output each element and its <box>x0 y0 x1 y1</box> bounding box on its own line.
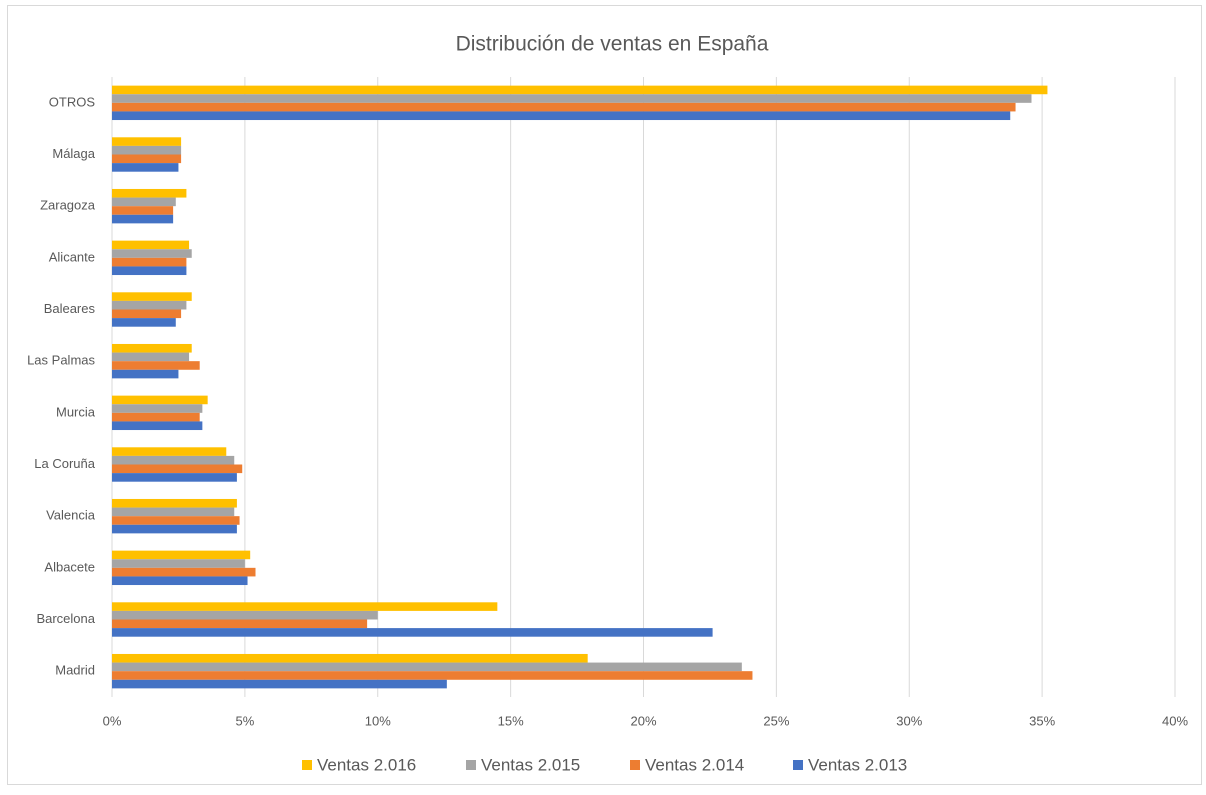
y-tick-label: Alicante <box>49 249 95 264</box>
bar <box>112 369 179 379</box>
bar <box>112 94 1032 103</box>
bar <box>112 154 182 164</box>
x-tick-label: 25% <box>763 713 789 728</box>
bar <box>112 610 378 620</box>
bar <box>112 628 713 637</box>
bar <box>112 352 190 362</box>
bar <box>112 412 200 422</box>
y-tick-label: Baleares <box>44 301 96 316</box>
bar <box>112 395 208 405</box>
x-tick-label: 15% <box>498 713 524 728</box>
legend-swatch <box>302 760 312 770</box>
legend-label: Ventas 2.016 <box>317 755 416 774</box>
y-tick-label: Albacete <box>44 559 95 574</box>
bar <box>112 671 753 680</box>
legend-label: Ventas 2.013 <box>808 755 907 774</box>
legend-swatch <box>466 760 476 770</box>
y-tick-label: Murcia <box>56 404 96 419</box>
y-tick-label: Zaragoza <box>40 198 96 213</box>
bar <box>112 163 179 172</box>
bar <box>112 653 588 663</box>
y-tick-label: Barcelona <box>36 611 95 626</box>
bar <box>112 559 245 568</box>
y-tick-label: Madrid <box>55 663 95 678</box>
legend-label: Ventas 2.015 <box>481 755 580 774</box>
bar <box>112 343 192 353</box>
bar <box>112 145 182 155</box>
y-tick-label: Valencia <box>46 508 96 523</box>
bar <box>112 137 182 146</box>
x-tick-label: 40% <box>1162 713 1188 728</box>
bar <box>112 206 174 215</box>
bar <box>112 300 187 310</box>
bar <box>112 249 192 258</box>
y-tick-label: La Coruña <box>34 456 95 471</box>
legend-label: Ventas 2.014 <box>645 755 744 774</box>
bar <box>112 473 237 482</box>
bar <box>112 421 203 431</box>
bar <box>112 309 182 319</box>
bar <box>112 266 187 276</box>
bar <box>112 197 176 207</box>
bar <box>112 679 447 689</box>
bar <box>112 662 742 672</box>
y-tick-label: Málaga <box>52 146 95 161</box>
bar <box>112 550 251 560</box>
legend-swatch <box>630 760 640 770</box>
bar <box>112 516 240 525</box>
bar <box>112 111 1011 121</box>
legend-swatch <box>793 760 803 770</box>
bar <box>112 85 1048 95</box>
bar <box>112 292 192 301</box>
bar <box>112 214 174 224</box>
bar <box>112 188 187 198</box>
x-tick-label: 10% <box>365 713 391 728</box>
x-tick-label: 20% <box>630 713 656 728</box>
bar <box>112 257 187 267</box>
bar <box>112 102 1016 112</box>
bar <box>112 455 235 465</box>
x-tick-label: 0% <box>103 713 122 728</box>
bar <box>112 240 190 250</box>
bar <box>112 361 200 370</box>
bar <box>112 464 243 474</box>
bar <box>112 507 235 517</box>
bar <box>112 447 227 456</box>
x-tick-label: 35% <box>1029 713 1055 728</box>
bar <box>112 602 498 611</box>
chart-title: Distribución de ventas en España <box>456 33 769 56</box>
bar <box>112 576 248 586</box>
bar <box>112 619 368 629</box>
y-tick-label: Las Palmas <box>27 353 95 368</box>
bar <box>112 524 237 534</box>
y-tick-label: OTROS <box>49 94 96 109</box>
x-tick-label: 5% <box>235 713 254 728</box>
bar <box>112 567 256 577</box>
bar <box>112 498 237 508</box>
x-tick-label: 30% <box>896 713 922 728</box>
bar <box>112 318 176 327</box>
bar <box>112 404 203 413</box>
